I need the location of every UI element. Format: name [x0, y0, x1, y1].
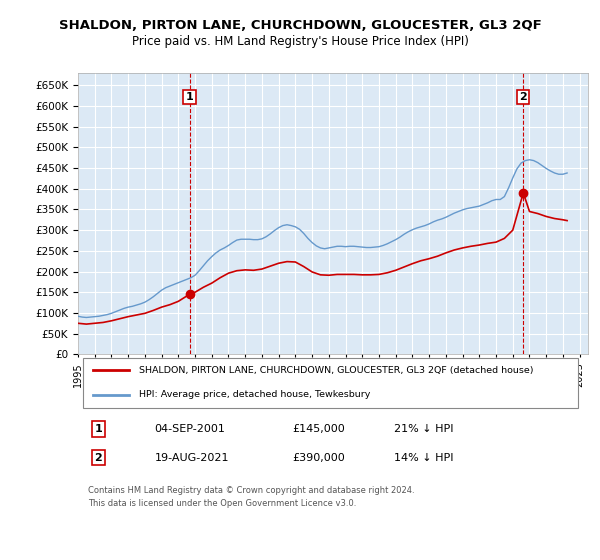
Text: £390,000: £390,000: [292, 452, 345, 463]
Text: 2: 2: [95, 452, 102, 463]
Text: SHALDON, PIRTON LANE, CHURCHDOWN, GLOUCESTER, GL3 2QF: SHALDON, PIRTON LANE, CHURCHDOWN, GLOUCE…: [59, 18, 541, 32]
Text: 19-AUG-2021: 19-AUG-2021: [155, 452, 229, 463]
Text: 04-SEP-2001: 04-SEP-2001: [155, 424, 226, 434]
Text: 1: 1: [185, 92, 193, 102]
Text: Contains HM Land Registry data © Crown copyright and database right 2024.
This d: Contains HM Land Registry data © Crown c…: [88, 486, 415, 508]
Text: £145,000: £145,000: [292, 424, 345, 434]
Text: 2: 2: [520, 92, 527, 102]
FancyBboxPatch shape: [83, 358, 578, 408]
Text: Price paid vs. HM Land Registry's House Price Index (HPI): Price paid vs. HM Land Registry's House …: [131, 35, 469, 49]
Text: 21% ↓ HPI: 21% ↓ HPI: [394, 424, 454, 434]
Text: SHALDON, PIRTON LANE, CHURCHDOWN, GLOUCESTER, GL3 2QF (detached house): SHALDON, PIRTON LANE, CHURCHDOWN, GLOUCE…: [139, 366, 534, 375]
Text: 1: 1: [95, 424, 102, 434]
Text: HPI: Average price, detached house, Tewkesbury: HPI: Average price, detached house, Tewk…: [139, 390, 371, 399]
Text: 14% ↓ HPI: 14% ↓ HPI: [394, 452, 454, 463]
